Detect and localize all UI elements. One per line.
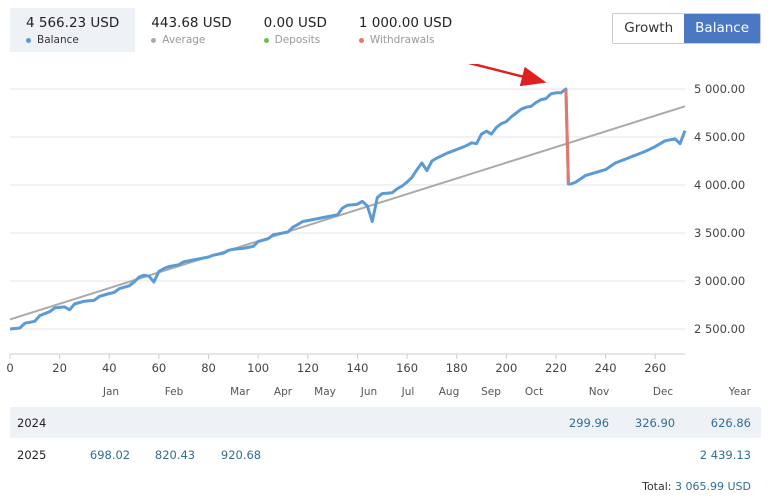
stat-average-label: Average bbox=[151, 34, 231, 46]
stat-deposits-value: 0.00 USD bbox=[263, 15, 327, 31]
balance-button[interactable]: Balance bbox=[684, 14, 760, 43]
stat-withdrawals[interactable]: 1 000.00 USD Withdrawals bbox=[343, 8, 468, 52]
stat-balance-value: 4 566.23 USD bbox=[26, 15, 120, 31]
month-value: 920.68 bbox=[220, 448, 262, 462]
month-header: Jan Feb Mar Apr May Jun Jul Aug Sep Oct Nov Dec bbox=[0, 386, 771, 400]
month-value: 698.02 bbox=[89, 448, 131, 462]
stat-deposits-label: Deposits bbox=[263, 34, 327, 46]
growth-button[interactable]: Growth bbox=[613, 14, 685, 43]
month-label: Mar bbox=[230, 386, 250, 398]
x-tick-label: 40 bbox=[102, 361, 117, 375]
row-year: 2025 bbox=[17, 448, 47, 462]
annotation-arrow bbox=[467, 64, 547, 87]
x-tick-label: 200 bbox=[495, 361, 517, 375]
month-value: 326.90 bbox=[634, 416, 676, 430]
table-row: 2025 698.02 820.43 920.68 2 439.13 bbox=[10, 439, 761, 471]
stat-balance[interactable]: 4 566.23 USD Balance bbox=[10, 8, 136, 52]
deposits-label-text: Deposits bbox=[274, 34, 321, 46]
x-tick-label: 160 bbox=[396, 361, 418, 375]
month-label: Dec bbox=[652, 386, 674, 398]
row-year: 2024 bbox=[17, 416, 47, 430]
stat-withdrawals-value: 1 000.00 USD bbox=[358, 15, 453, 31]
year-header: Year bbox=[728, 386, 751, 398]
stat-deposits[interactable]: 0.00 USD Deposits bbox=[248, 8, 343, 52]
withdrawal-line bbox=[564, 88, 570, 185]
stats-bar: 4 566.23 USD Balance 443.68 USD Average … bbox=[10, 8, 468, 52]
stat-balance-label: Balance bbox=[26, 34, 119, 46]
withdrawals-dot-icon bbox=[358, 37, 364, 43]
month-label: Aug bbox=[438, 386, 460, 398]
y-tick-label: 3 500.00 bbox=[694, 226, 745, 240]
month-value: 820.43 bbox=[154, 448, 196, 462]
x-tick-label: 60 bbox=[152, 361, 167, 375]
average-line bbox=[9, 105, 686, 321]
month-label: Feb bbox=[164, 386, 184, 398]
balance-label-text: Balance bbox=[37, 34, 79, 46]
x-tick-label: 180 bbox=[446, 361, 468, 375]
average-dot-icon bbox=[151, 37, 157, 43]
stat-withdrawals-label: Withdrawals bbox=[358, 34, 452, 46]
month-label: Sep bbox=[481, 386, 501, 398]
month-value: 299.96 bbox=[568, 416, 610, 430]
x-tick-label: 220 bbox=[545, 361, 567, 375]
deposits-dot-icon bbox=[263, 37, 269, 43]
month-label: Jul bbox=[401, 386, 415, 398]
row-total: 2 439.13 bbox=[699, 448, 751, 462]
monthly-table: 2024 299.96 326.90 626.86 2025 698.02 820.43 92… bbox=[10, 407, 761, 471]
stat-average-value: 443.68 USD bbox=[151, 15, 232, 31]
x-tick-label: 240 bbox=[595, 361, 617, 375]
y-tick-label: 5 000.00 bbox=[694, 82, 745, 96]
balance-chart: 2 500.00 3 000.00 3 500.00 4 000.00 4 500.00… bbox=[6, 64, 745, 375]
grand-total: Total: 3 065.99 USD bbox=[642, 480, 751, 493]
month-label: Apr bbox=[273, 386, 293, 398]
x-tick-label: 100 bbox=[247, 361, 269, 375]
y-tick-label: 4 500.00 bbox=[694, 130, 745, 144]
grand-total-value: 3 065.99 USD bbox=[675, 480, 751, 493]
x-tick-label: 120 bbox=[297, 361, 319, 375]
x-tick-label: 80 bbox=[201, 361, 216, 375]
view-toggle: Growth Balance bbox=[612, 13, 761, 44]
x-tick-label: 260 bbox=[644, 361, 666, 375]
row-total: 626.86 bbox=[710, 416, 751, 430]
balance-dot-icon bbox=[26, 37, 31, 43]
month-label: Nov bbox=[588, 386, 610, 398]
month-label: Jan bbox=[102, 386, 120, 398]
y-tick-label: 2 500.00 bbox=[694, 322, 745, 336]
month-label: May bbox=[314, 386, 336, 398]
withdrawals-label-text: Withdrawals bbox=[369, 34, 435, 46]
balance-line bbox=[9, 87, 687, 331]
x-tick-label: 140 bbox=[346, 361, 368, 375]
y-tick-label: 3 000.00 bbox=[694, 274, 745, 288]
month-label: Jun bbox=[360, 386, 378, 398]
stat-average[interactable]: 443.68 USD Average bbox=[135, 8, 247, 52]
x-tick-label: 0 bbox=[6, 361, 13, 375]
y-tick-label: 4 000.00 bbox=[694, 178, 745, 192]
average-label-text: Average bbox=[162, 34, 206, 46]
table-row: 2024 299.96 326.90 626.86 bbox=[10, 407, 761, 439]
x-tick-label: 20 bbox=[52, 361, 67, 375]
grand-total-label: Total: bbox=[642, 480, 672, 493]
month-label: Oct bbox=[524, 386, 544, 398]
